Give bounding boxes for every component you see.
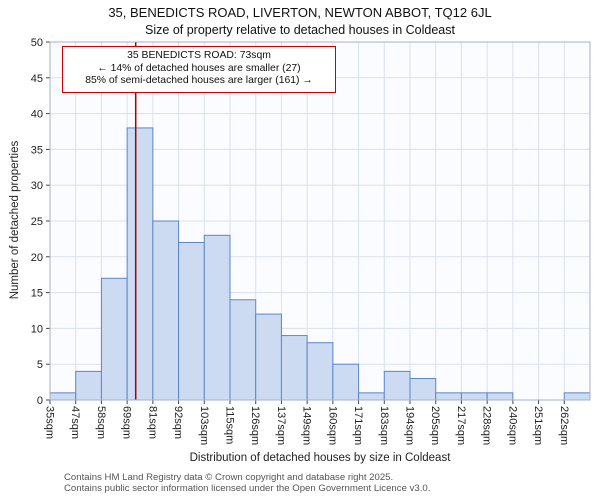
- histogram-bar: [75, 370, 102, 401]
- chart-subtitle: Size of property relative to detached ho…: [145, 23, 455, 37]
- x-tick-label: 58sqm: [95, 406, 107, 439]
- x-tick-label: 217sqm: [455, 406, 467, 445]
- histogram-bar: [460, 392, 488, 401]
- chart-title: 35, BENEDICTS ROAD, LIVERTON, NEWTON ABB…: [108, 5, 492, 20]
- histogram-bar: [49, 392, 77, 401]
- histogram-bar: [126, 127, 154, 401]
- x-tick-label: 103sqm: [198, 406, 210, 445]
- property-annotation-box: 35 BENEDICTS ROAD: 73sqm ← 14% of detach…: [62, 46, 336, 93]
- histogram-bar: [383, 370, 411, 401]
- x-tick-label: 171sqm: [352, 406, 364, 445]
- x-tick-label: 251sqm: [532, 406, 544, 445]
- histogram-bar: [306, 342, 334, 401]
- histogram-bar: [435, 392, 462, 401]
- x-tick-label: 183sqm: [378, 406, 390, 445]
- y-tick-label: 50: [31, 37, 43, 49]
- x-tick-label: 228sqm: [481, 406, 493, 445]
- histogram-bar: [178, 241, 205, 401]
- x-axis-label: Distribution of detached houses by size …: [189, 452, 451, 464]
- x-tick-label: 81sqm: [146, 406, 158, 439]
- y-tick-label: 0: [37, 395, 43, 407]
- x-tick-label: 262sqm: [558, 406, 570, 445]
- y-tick-label: 20: [31, 252, 43, 264]
- x-tick-label: 47sqm: [69, 406, 81, 439]
- histogram-bar: [486, 392, 514, 401]
- histogram-bar: [203, 234, 231, 401]
- histogram-bar: [100, 277, 128, 401]
- x-tick-label: 92sqm: [172, 406, 184, 439]
- x-tick-label: 35sqm: [44, 406, 56, 439]
- y-axis-label: Number of detached properties: [9, 140, 21, 300]
- y-tick-label: 25: [31, 216, 43, 228]
- histogram-bar: [255, 313, 282, 401]
- y-tick-label: 15: [31, 288, 43, 300]
- y-tick-label: 35: [31, 144, 43, 156]
- histogram-bar: [409, 378, 437, 401]
- annotation-line-3: 85% of semi-detached houses are larger (…: [85, 75, 313, 86]
- x-tick-label: 69sqm: [121, 406, 133, 439]
- histogram-bar: [332, 363, 360, 401]
- footer-attribution-2: Contains public sector information licen…: [64, 483, 431, 494]
- y-tick-label: 5: [37, 359, 43, 371]
- y-tick-label: 40: [31, 109, 43, 121]
- x-tick-label: 205sqm: [429, 406, 441, 445]
- annotation-line-1: 35 BENEDICTS ROAD: 73sqm: [127, 50, 271, 61]
- x-tick-label: 160sqm: [326, 406, 338, 445]
- y-tick-label: 45: [31, 73, 43, 85]
- x-tick-label: 126sqm: [249, 406, 261, 445]
- footer-attribution-1: Contains HM Land Registry data © Crown c…: [64, 472, 394, 483]
- histogram-bar: [280, 335, 308, 401]
- histogram-bar: [229, 299, 257, 401]
- histogram-bar: [563, 392, 591, 401]
- x-tick-label: 194sqm: [404, 406, 416, 445]
- x-tick-label: 240sqm: [506, 406, 518, 445]
- x-tick-label: 115sqm: [224, 406, 236, 444]
- y-tick-label: 10: [31, 323, 43, 335]
- histogram-bar: [152, 220, 180, 401]
- plot-border: [49, 41, 591, 401]
- y-tick-label: 30: [31, 180, 43, 192]
- x-tick-label: 137sqm: [275, 406, 287, 445]
- x-tick-label: 149sqm: [301, 406, 313, 445]
- annotation-line-2: ← 14% of detached houses are smaller (27…: [97, 62, 301, 74]
- histogram-bar: [358, 392, 385, 401]
